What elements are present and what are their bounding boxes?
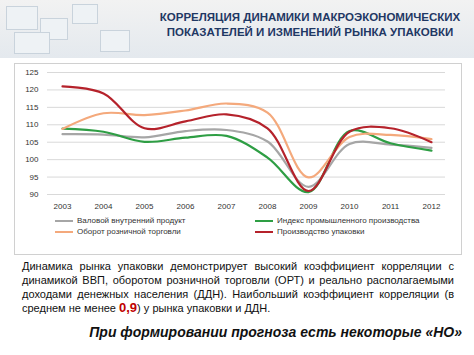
svg-text:110: 110 [26,120,39,129]
html-text:Индекс промышленного производс: Индекс промышленного производства [277,216,420,225]
svg-text:125: 125 [25,68,39,77]
html-text:ПОКАЗАТЕЛЕЙ И ИЗМЕНЕНИЙ РЫНКА: ПОКАЗАТЕЛЕЙ И ИЗМЕНЕНИЙ РЫНКА УПАКОВКИ [166,26,454,38]
svg-text:2008: 2008 [259,202,277,211]
html-text:КОРРЕЛЯЦИЯ ДИНАМИКИ МАКРОЭКОНО: КОРРЕЛЯЦИЯ ДИНАМИКИ МАКРОЭКОНОМИЧЕСКИХ [159,11,461,23]
svg-text:100: 100 [25,155,39,164]
html-text:Оборот розничной торговли: Оборот розничной торговли [77,227,181,236]
svg-text:2003: 2003 [54,202,72,211]
svg-text:2009: 2009 [300,202,318,211]
svg-text:95: 95 [30,173,39,182]
svg-text:2011: 2011 [382,202,400,211]
svg-text:2004: 2004 [95,202,113,211]
svg-text:120: 120 [25,85,39,94]
svg-text:2007: 2007 [218,202,236,211]
svg-text:2006: 2006 [177,202,195,211]
svg-text:2012: 2012 [423,202,441,211]
html-text:Валовой внутренний продукт: Валовой внутренний продукт [77,216,186,225]
svg-text:115: 115 [26,103,39,112]
html-text:Динамика рынка упаковки демонс: Динамика рынка упаковки демонстрирует вы… [22,260,454,315]
html-text:Производство упаковки: Производство упаковки [277,227,365,236]
svg-text:105: 105 [25,138,39,147]
html-text:При формировании прогноза есть: При формировании прогноза есть некоторые… [89,324,462,340]
svg-text:2010: 2010 [341,202,359,211]
svg-text:2005: 2005 [136,202,154,211]
svg-text:90: 90 [30,190,39,199]
